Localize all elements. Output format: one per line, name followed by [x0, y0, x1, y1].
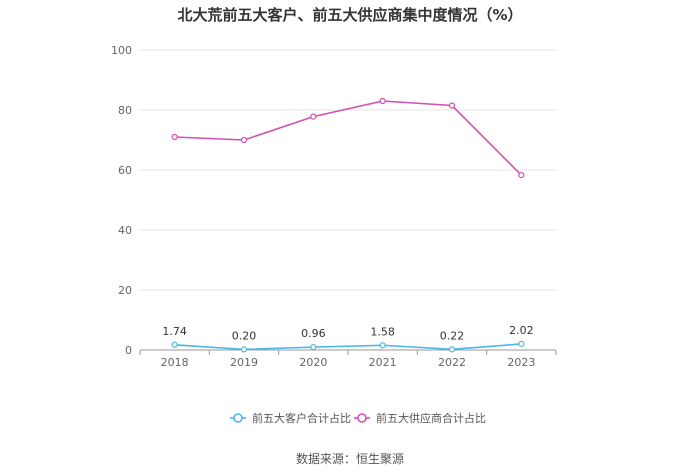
data-label: 1.58 [370, 325, 395, 338]
data-point [240, 136, 248, 144]
data-source: 数据来源：恒生聚源 [295, 452, 404, 466]
series-layer [171, 97, 525, 353]
data-point [171, 341, 178, 348]
x-tick-label: 2022 [438, 356, 466, 369]
grid-lines [140, 49, 556, 291]
chart-title: 北大荒前五大客户、前五大供应商集中度情况（%） [177, 6, 523, 24]
data-point [240, 346, 248, 353]
x-tick-label: 2023 [507, 356, 535, 369]
y-tick-label: 60 [118, 164, 132, 177]
data-label: 0.22 [440, 329, 465, 342]
axes: 0 20 40 60 80 100 2018 2019 2020 2021 2022 2023 [111, 44, 557, 369]
data-label: 0.96 [301, 327, 326, 340]
y-tick-label: 20 [118, 284, 132, 297]
data-point [310, 113, 317, 120]
x-tick-label: 2020 [299, 356, 327, 369]
legend-label: 前五大客户合计占比 [252, 411, 351, 425]
data-point [448, 102, 456, 109]
legend: 前五大客户合计占比 前五大供应商合计占比 [230, 411, 486, 425]
data-point [379, 97, 386, 105]
legend-marker [233, 413, 243, 423]
y-tick-label: 40 [118, 224, 132, 237]
data-label: 0.20 [232, 329, 257, 342]
data-point [379, 342, 386, 349]
data-labels: 1.74 0.20 0.96 1.58 0.22 2.02 [162, 324, 533, 342]
data-point [448, 346, 456, 353]
y-tick-label: 0 [125, 344, 132, 357]
legend-label: 前五大供应商合计占比 [376, 411, 486, 425]
legend-marker [357, 413, 367, 423]
data-point [310, 344, 317, 351]
data-label: 1.74 [162, 325, 187, 338]
x-tick-label: 2019 [230, 356, 258, 369]
data-point [171, 133, 178, 141]
data-label: 2.02 [509, 324, 534, 337]
x-tick-label: 2018 [161, 356, 189, 369]
y-tick-label: 80 [118, 104, 132, 117]
series-line [174, 343, 522, 351]
data-point [518, 340, 525, 348]
y-tick-label: 100 [111, 44, 132, 57]
data-point [518, 172, 525, 179]
x-tick-label: 2021 [369, 356, 397, 369]
series-line [174, 100, 522, 176]
